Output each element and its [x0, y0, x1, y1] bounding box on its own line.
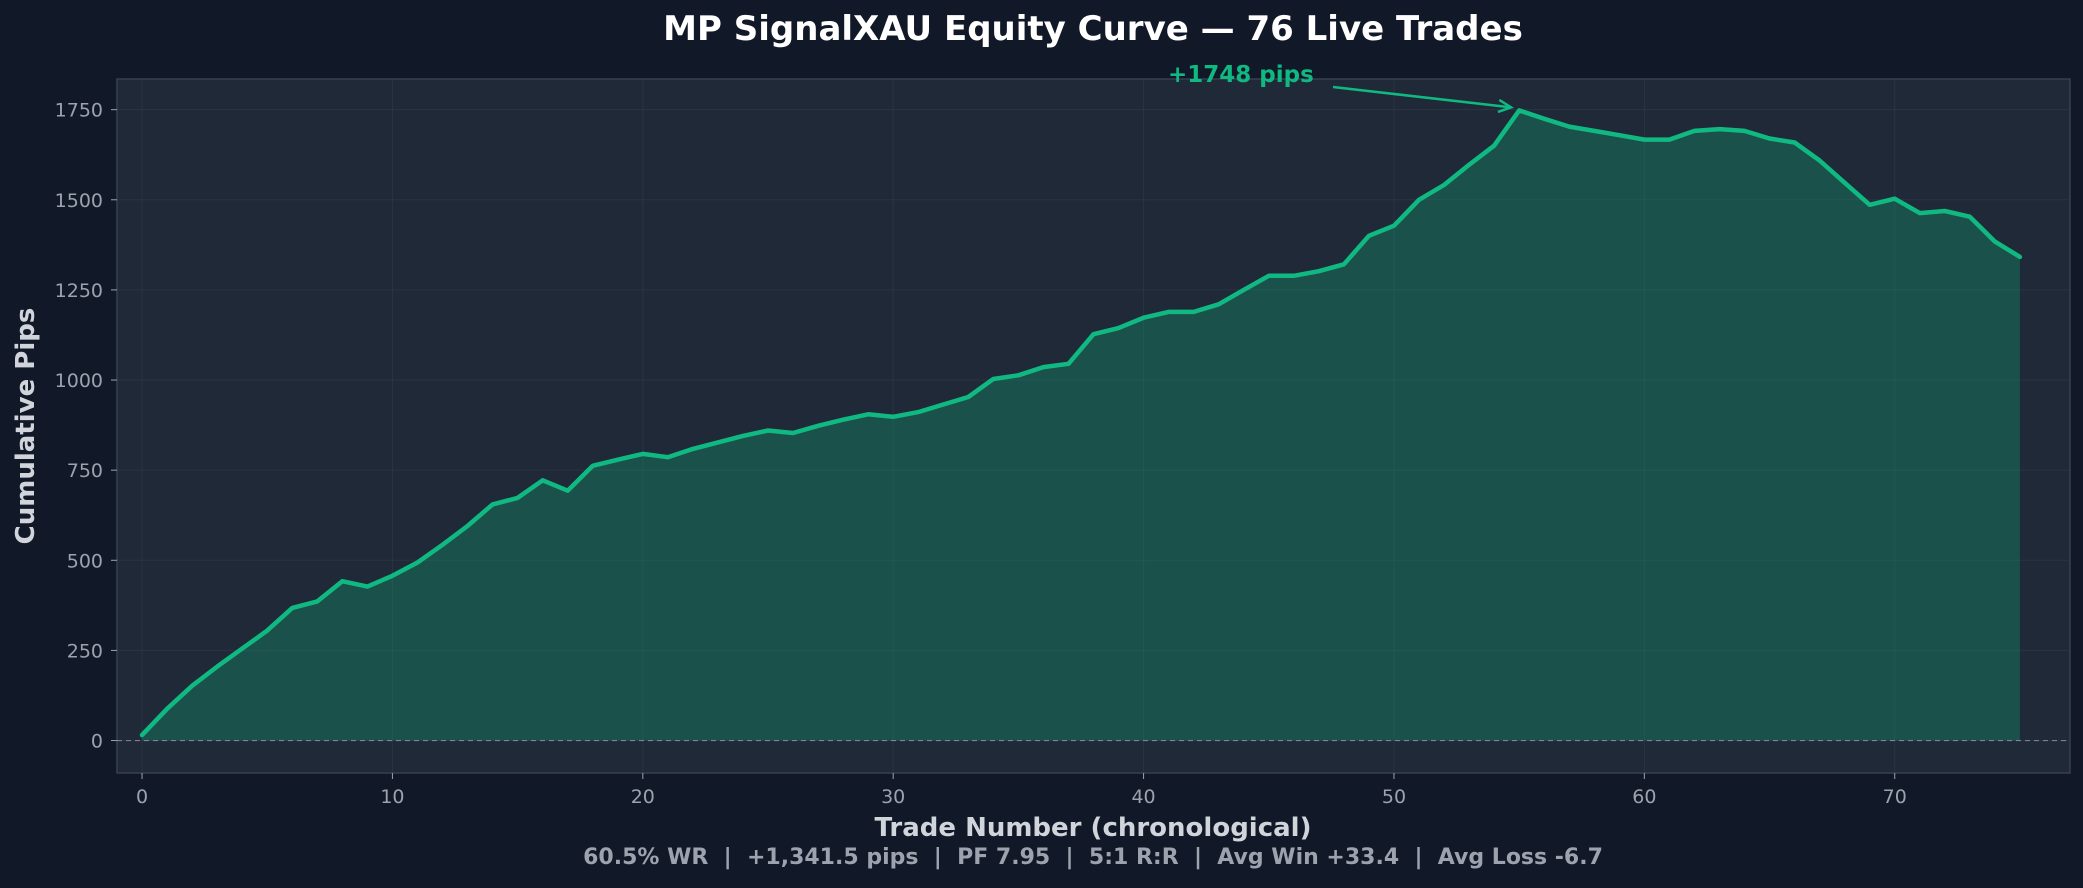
y-axis-label: Cumulative Pips [11, 308, 41, 545]
y-tick-label: 500 [67, 550, 103, 572]
x-tick-label: 10 [380, 786, 404, 808]
equity-area [142, 110, 2020, 741]
annotation-arrowhead [1497, 98, 1515, 114]
x-tick-label: 50 [1382, 786, 1406, 808]
peak-annotation: +1748 pips [1168, 62, 1515, 114]
x-axis-label: Trade Number (chronological) [875, 813, 1312, 843]
y-axis-ticks: 0 250 500 750 1000 1250 1500 1750 [55, 100, 117, 753]
y-tick-label: 1500 [55, 190, 103, 212]
y-tick-label: 1250 [55, 280, 103, 302]
equity-line [139, 108, 2023, 738]
y-tick-label: 1750 [55, 100, 103, 122]
x-axis-ticks: 0 10 20 30 40 50 60 70 [136, 773, 1907, 808]
plot-area [116, 78, 2071, 774]
x-tick-label: 60 [1632, 786, 1656, 808]
y-tick-label: 1000 [55, 370, 103, 392]
y-tick-label: 0 [91, 731, 103, 753]
annotation-arrow [1332, 85, 1512, 109]
chart-title: MP SignalXAU Equity Curve — 76 Live Trad… [663, 9, 1523, 49]
x-tick-label: 0 [136, 786, 148, 808]
annotation-label: +1748 pips [1168, 62, 1314, 88]
y-tick-label: 750 [67, 460, 103, 482]
x-tick-label: 20 [631, 786, 655, 808]
x-tick-label: 40 [1131, 786, 1155, 808]
x-tick-label: 70 [1883, 786, 1907, 808]
x-tick-label: 30 [881, 786, 905, 808]
y-tick-label: 250 [67, 640, 103, 662]
chart-stats-subtitle: 60.5% WR | +1,341.5 pips | PF 7.95 | 5:1… [583, 845, 1603, 870]
